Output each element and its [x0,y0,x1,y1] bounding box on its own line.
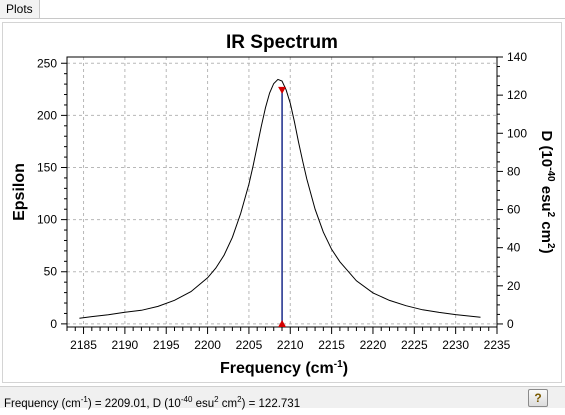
x-tick-label: 2215 [318,338,345,352]
tab-plots[interactable]: Plots [0,0,40,19]
spectrum-line [79,78,481,319]
y-tick-label: 150 [37,161,57,175]
y2-tick-label: 140 [507,50,527,64]
x-tick-label: 2235 [484,338,511,352]
x-tick-label: 2190 [112,338,139,352]
stick-layer[interactable] [278,86,287,327]
y2-tick-label: 100 [507,126,527,140]
help-icon[interactable]: ? [528,389,548,407]
y-tick-label: 0 [50,317,57,331]
y2-tick-label: 80 [507,164,521,178]
y2-tick-label: 40 [507,241,521,255]
series-layer [79,78,481,319]
x-tick-label: 2185 [70,338,97,352]
x-tick-label: 2220 [360,338,387,352]
x-tick-label: 2230 [442,338,469,352]
y2-tick-label: 120 [507,88,527,102]
ir-spectrum-chart: IR Spectrum Frequency (cm-1) Epsilon D (… [11,32,556,377]
y2-tick-label: 20 [507,279,521,293]
grid [67,57,498,327]
x-tick-label: 2225 [401,338,428,352]
y2-tick-label: 0 [507,317,514,331]
y-tick-label: 250 [37,56,57,70]
x-axis-label: Frequency (cm-1) [220,359,348,377]
y-tick-label: 200 [37,108,57,122]
stick-bottom-marker [278,319,287,327]
y2-axis-label: D (10-40 esu2 cm2) [538,130,556,253]
tab-bar: Plots [0,0,565,19]
status-bar: Frequency (cm-1) = 2209.01, D (10-40 esu… [0,386,565,410]
x-tick-label: 2195 [153,338,180,352]
x-tick-label: 2200 [194,338,221,352]
x-tick-label: 2205 [236,338,263,352]
chart-title: IR Spectrum [226,32,338,53]
axes: 2185 2190 2195 2200 2205 2210 2215 2220 2225 2230… [37,50,527,352]
y-tick-label: 100 [37,213,57,227]
status-readout: Frequency (cm-1) = 2209.01, D (10-40 esu… [4,395,301,410]
y-tick-label: 50 [44,265,58,279]
x-tick-label: 2210 [277,338,304,352]
y2-tick-label: 60 [507,203,521,217]
y-axis-label: Epsilon [11,163,28,221]
stick-top-marker [278,86,287,94]
